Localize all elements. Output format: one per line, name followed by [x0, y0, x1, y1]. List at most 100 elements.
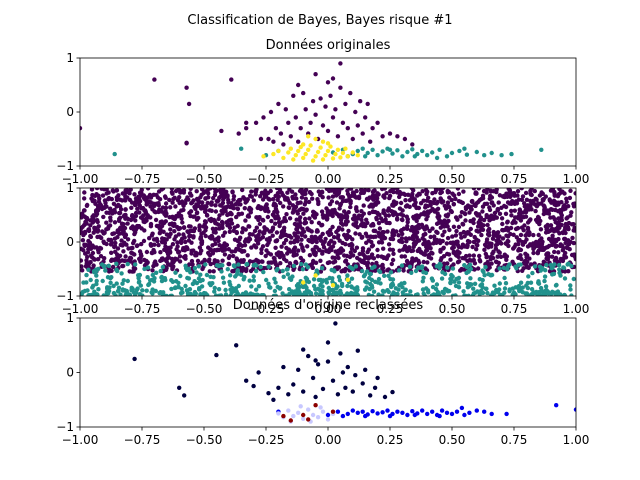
scatter-point: [560, 243, 565, 248]
scatter-point: [483, 264, 488, 270]
scatter-point: [187, 234, 192, 239]
scatter-point: [402, 136, 408, 142]
scatter-point: [299, 231, 304, 236]
scatter-point: [523, 190, 529, 196]
scatter-point: [350, 253, 356, 258]
scatter-point: [511, 232, 516, 237]
scatter-point: [420, 148, 425, 154]
scatter-point: [303, 107, 308, 112]
scatter-point: [221, 280, 227, 285]
scatter-point: [412, 412, 417, 418]
scatter-point: [426, 210, 431, 216]
scatter-point: [275, 214, 280, 219]
scatter-point: [430, 409, 435, 414]
scatter-point: [366, 292, 372, 296]
scatter-point: [537, 193, 543, 198]
scatter-point: [330, 287, 335, 293]
scatter-point: [242, 239, 248, 244]
scatter-point: [493, 243, 499, 248]
scatter-point: [514, 235, 519, 240]
scatter-point: [441, 261, 447, 266]
scatter-point: [235, 199, 240, 204]
scatter-point: [197, 228, 202, 233]
scatter-point: [445, 200, 451, 205]
scatter-point: [523, 210, 529, 215]
scatter-point: [301, 416, 306, 421]
scatter-point: [146, 282, 151, 288]
scatter-point: [401, 268, 406, 273]
scatter-point: [422, 293, 428, 296]
scatter-point: [168, 205, 173, 210]
scatter-point: [251, 198, 256, 203]
scatter-point: [385, 408, 390, 413]
scatter-point: [359, 213, 365, 219]
scatter-point: [453, 252, 458, 257]
scatter-point: [116, 202, 121, 208]
scatter-point: [387, 147, 393, 152]
scatter-point: [290, 210, 296, 215]
scatter-point: [353, 231, 358, 236]
scatter-point: [264, 202, 269, 207]
scatter-point: [228, 204, 233, 210]
scatter-point: [568, 188, 573, 193]
scatter-point: [395, 409, 400, 414]
scatter-point: [315, 415, 321, 420]
scatter-point: [288, 146, 293, 151]
scatter-point: [408, 289, 413, 294]
scatter-point: [451, 224, 457, 229]
scatter-point: [291, 263, 297, 269]
scatter-point: [127, 269, 132, 274]
scatter-point: [294, 196, 299, 201]
scatter-point: [564, 245, 570, 251]
scatter-point: [277, 223, 282, 229]
scatter-point: [395, 188, 400, 191]
scatter-point: [80, 228, 83, 233]
scatter-point: [345, 126, 350, 131]
scatter-point: [190, 262, 195, 267]
scatter-point: [172, 258, 177, 263]
scatter-point: [420, 279, 425, 284]
scatter-point: [494, 189, 499, 195]
scatter-point: [445, 265, 450, 270]
scatter-point: [342, 253, 347, 258]
scatter-point: [542, 274, 548, 279]
scatter-point: [109, 257, 115, 262]
scatter-point: [471, 257, 476, 263]
scatter-point: [182, 235, 187, 240]
scatter-point: [325, 80, 331, 85]
scatter-point: [347, 242, 352, 248]
scatter-point: [370, 265, 375, 271]
scatter-point: [80, 258, 84, 263]
scatter-point: [196, 264, 202, 269]
scatter-point: [395, 148, 400, 153]
scatter-point: [197, 224, 202, 230]
scatter-point: [359, 235, 364, 240]
scatter-point: [111, 201, 117, 206]
scatter-point: [264, 191, 269, 196]
scatter-point: [549, 238, 554, 244]
y-tick-label: −1: [56, 159, 74, 173]
scatter-point: [281, 256, 287, 262]
scatter-point: [355, 285, 360, 290]
scatter-point: [240, 188, 245, 193]
scatter-point: [368, 139, 373, 144]
scatter-point: [121, 214, 127, 219]
scatter-point: [386, 289, 391, 295]
scatter-point: [281, 241, 287, 246]
scatter-point: [209, 208, 214, 213]
scatter-point: [552, 190, 557, 196]
scatter-point: [109, 240, 114, 245]
x-tick-label: 0.00: [315, 433, 342, 447]
subplots: −1.00 −0.75 −0.50 −0.25 0.00 0.25 0.50 0.75 1.00…: [56, 38, 589, 447]
scatter-point: [303, 196, 308, 201]
scatter-point: [202, 219, 208, 224]
scatter-point: [86, 267, 91, 272]
scatter-point: [395, 216, 400, 221]
scatter-point: [353, 109, 358, 115]
scatter-point: [223, 292, 229, 296]
scatter-point: [458, 231, 463, 237]
scatter-point: [151, 237, 157, 242]
scatter-point: [160, 236, 165, 241]
scatter-point: [416, 222, 421, 228]
scatter-point: [273, 245, 278, 250]
